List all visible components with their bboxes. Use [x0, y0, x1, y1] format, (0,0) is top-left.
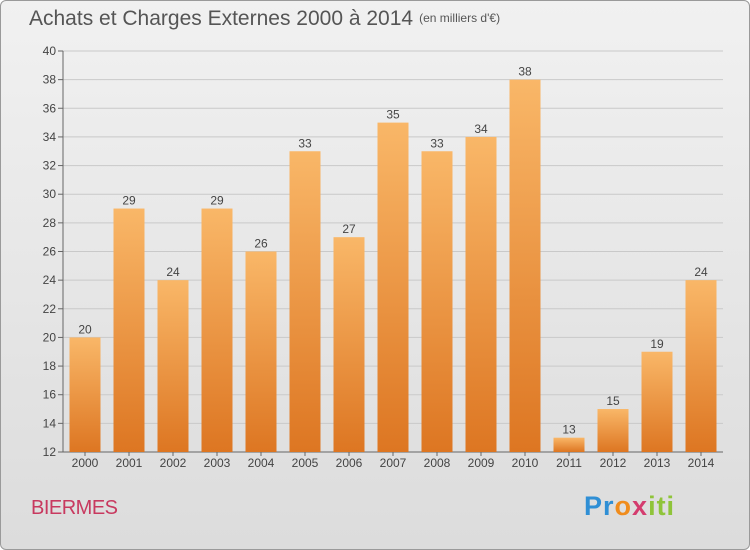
bar — [113, 208, 145, 452]
y-tick-label: 16 — [43, 388, 57, 402]
value-label: 29 — [122, 194, 136, 208]
bars — [69, 79, 717, 453]
bar — [377, 122, 409, 452]
brand-logo: Proxiti — [584, 491, 675, 522]
value-label: 20 — [78, 322, 92, 336]
x-tick-label: 2013 — [644, 456, 671, 470]
value-label: 15 — [606, 394, 620, 408]
value-label: 35 — [386, 108, 400, 122]
y-tick-label: 38 — [43, 73, 57, 87]
x-tick-label: 2006 — [336, 456, 363, 470]
value-label: 24 — [694, 265, 708, 279]
x-tick-label: 2003 — [204, 456, 231, 470]
x-tick-label: 2005 — [292, 456, 319, 470]
x-tick-label: 2014 — [688, 456, 715, 470]
value-label: 33 — [298, 136, 312, 150]
bar — [421, 151, 453, 452]
value-label: 33 — [430, 136, 444, 150]
y-tick-label: 32 — [43, 159, 57, 173]
y-tick-label: 14 — [43, 416, 57, 430]
y-tick-label: 20 — [43, 330, 57, 344]
x-tick-label: 2008 — [424, 456, 451, 470]
value-label: 29 — [210, 194, 224, 208]
unit-label: (en milliers d'€) — [419, 11, 501, 25]
y-tick-label: 26 — [43, 245, 57, 259]
value-label: 26 — [254, 237, 268, 251]
y-tick-label: 34 — [43, 130, 57, 144]
labels: 20 29 24 29 26 33 27 35 33 34 38 13 15 19 24 — [78, 65, 708, 437]
chart-title: Achats et Charges Externes 2000 à 2014 (e… — [29, 7, 500, 31]
bar — [245, 251, 277, 452]
y-tick-label: 18 — [43, 359, 57, 373]
value-label: 27 — [342, 222, 356, 236]
bar — [641, 351, 673, 452]
y-tick-label: 24 — [43, 273, 57, 287]
brand-part-4: iti — [648, 491, 676, 521]
x-tick-label: 2012 — [600, 456, 627, 470]
bar — [289, 151, 321, 452]
y-tick-label: 30 — [43, 187, 57, 201]
y-tick-label: 40 — [43, 44, 57, 58]
bar — [465, 136, 497, 452]
bar — [553, 437, 585, 452]
x-tick-label: 2011 — [556, 456, 582, 470]
bar — [69, 337, 101, 452]
bar — [157, 280, 189, 452]
x-tick-label: 2010 — [512, 456, 539, 470]
y-tick-label: 22 — [43, 302, 57, 316]
y-tick-label: 12 — [43, 445, 57, 459]
value-label: 13 — [562, 423, 576, 437]
place-name: BIERMES — [31, 497, 118, 519]
value-label: 24 — [166, 265, 180, 279]
bar — [509, 79, 541, 453]
x-tick-label: 2009 — [468, 456, 495, 470]
x-tick-label: 2001 — [116, 456, 143, 470]
title-text: Achats et Charges Externes 2000 à 2014 — [29, 7, 414, 30]
value-label: 19 — [650, 337, 664, 351]
y-tick-label: 36 — [43, 101, 57, 115]
brand-part-2: o — [614, 491, 633, 521]
value-label: 38 — [518, 65, 532, 79]
x-tick-label: 2002 — [160, 456, 187, 470]
x-tick-label: 2007 — [380, 456, 407, 470]
value-label: 34 — [474, 122, 488, 136]
x-tick-label: 2000 — [72, 456, 99, 470]
bar — [597, 409, 629, 452]
bar — [201, 208, 233, 452]
x-tick-label: 2004 — [248, 456, 275, 470]
bar — [685, 280, 717, 452]
brand-part-3: x — [632, 491, 649, 521]
brand-part-1: Pr — [584, 491, 615, 521]
bar — [333, 237, 365, 452]
y-tick-label: 28 — [43, 216, 57, 230]
